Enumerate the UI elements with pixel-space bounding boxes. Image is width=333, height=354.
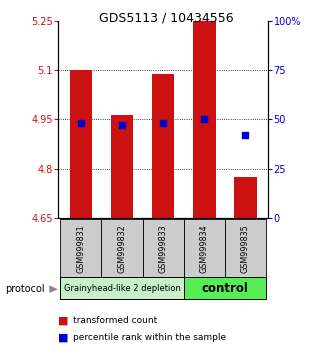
Text: GSM999835: GSM999835 <box>241 224 250 273</box>
Text: GSM999831: GSM999831 <box>76 224 85 273</box>
Polygon shape <box>49 285 58 293</box>
Bar <box>102 219 143 278</box>
Text: protocol: protocol <box>5 284 45 294</box>
Text: ■: ■ <box>58 316 69 326</box>
Point <box>202 116 207 122</box>
Point <box>243 132 248 138</box>
Text: Grainyhead-like 2 depletion: Grainyhead-like 2 depletion <box>64 284 180 293</box>
Point <box>78 121 84 126</box>
Text: GSM999832: GSM999832 <box>118 224 127 273</box>
Text: percentile rank within the sample: percentile rank within the sample <box>73 333 226 342</box>
Point <box>161 121 166 126</box>
Bar <box>184 277 266 299</box>
Text: GSM999833: GSM999833 <box>159 224 168 273</box>
Bar <box>184 219 225 278</box>
Bar <box>143 219 184 278</box>
Text: GSM999834: GSM999834 <box>200 224 209 273</box>
Text: transformed count: transformed count <box>73 316 157 325</box>
Bar <box>60 219 102 278</box>
Bar <box>60 277 184 299</box>
Point <box>119 122 125 128</box>
Bar <box>70 70 92 218</box>
Text: ■: ■ <box>58 332 69 342</box>
Text: control: control <box>201 282 248 295</box>
Bar <box>152 74 174 218</box>
Bar <box>193 21 216 218</box>
Text: GDS5113 / 10434556: GDS5113 / 10434556 <box>99 11 234 24</box>
Bar <box>225 219 266 278</box>
Bar <box>111 115 133 218</box>
Bar <box>234 177 257 218</box>
